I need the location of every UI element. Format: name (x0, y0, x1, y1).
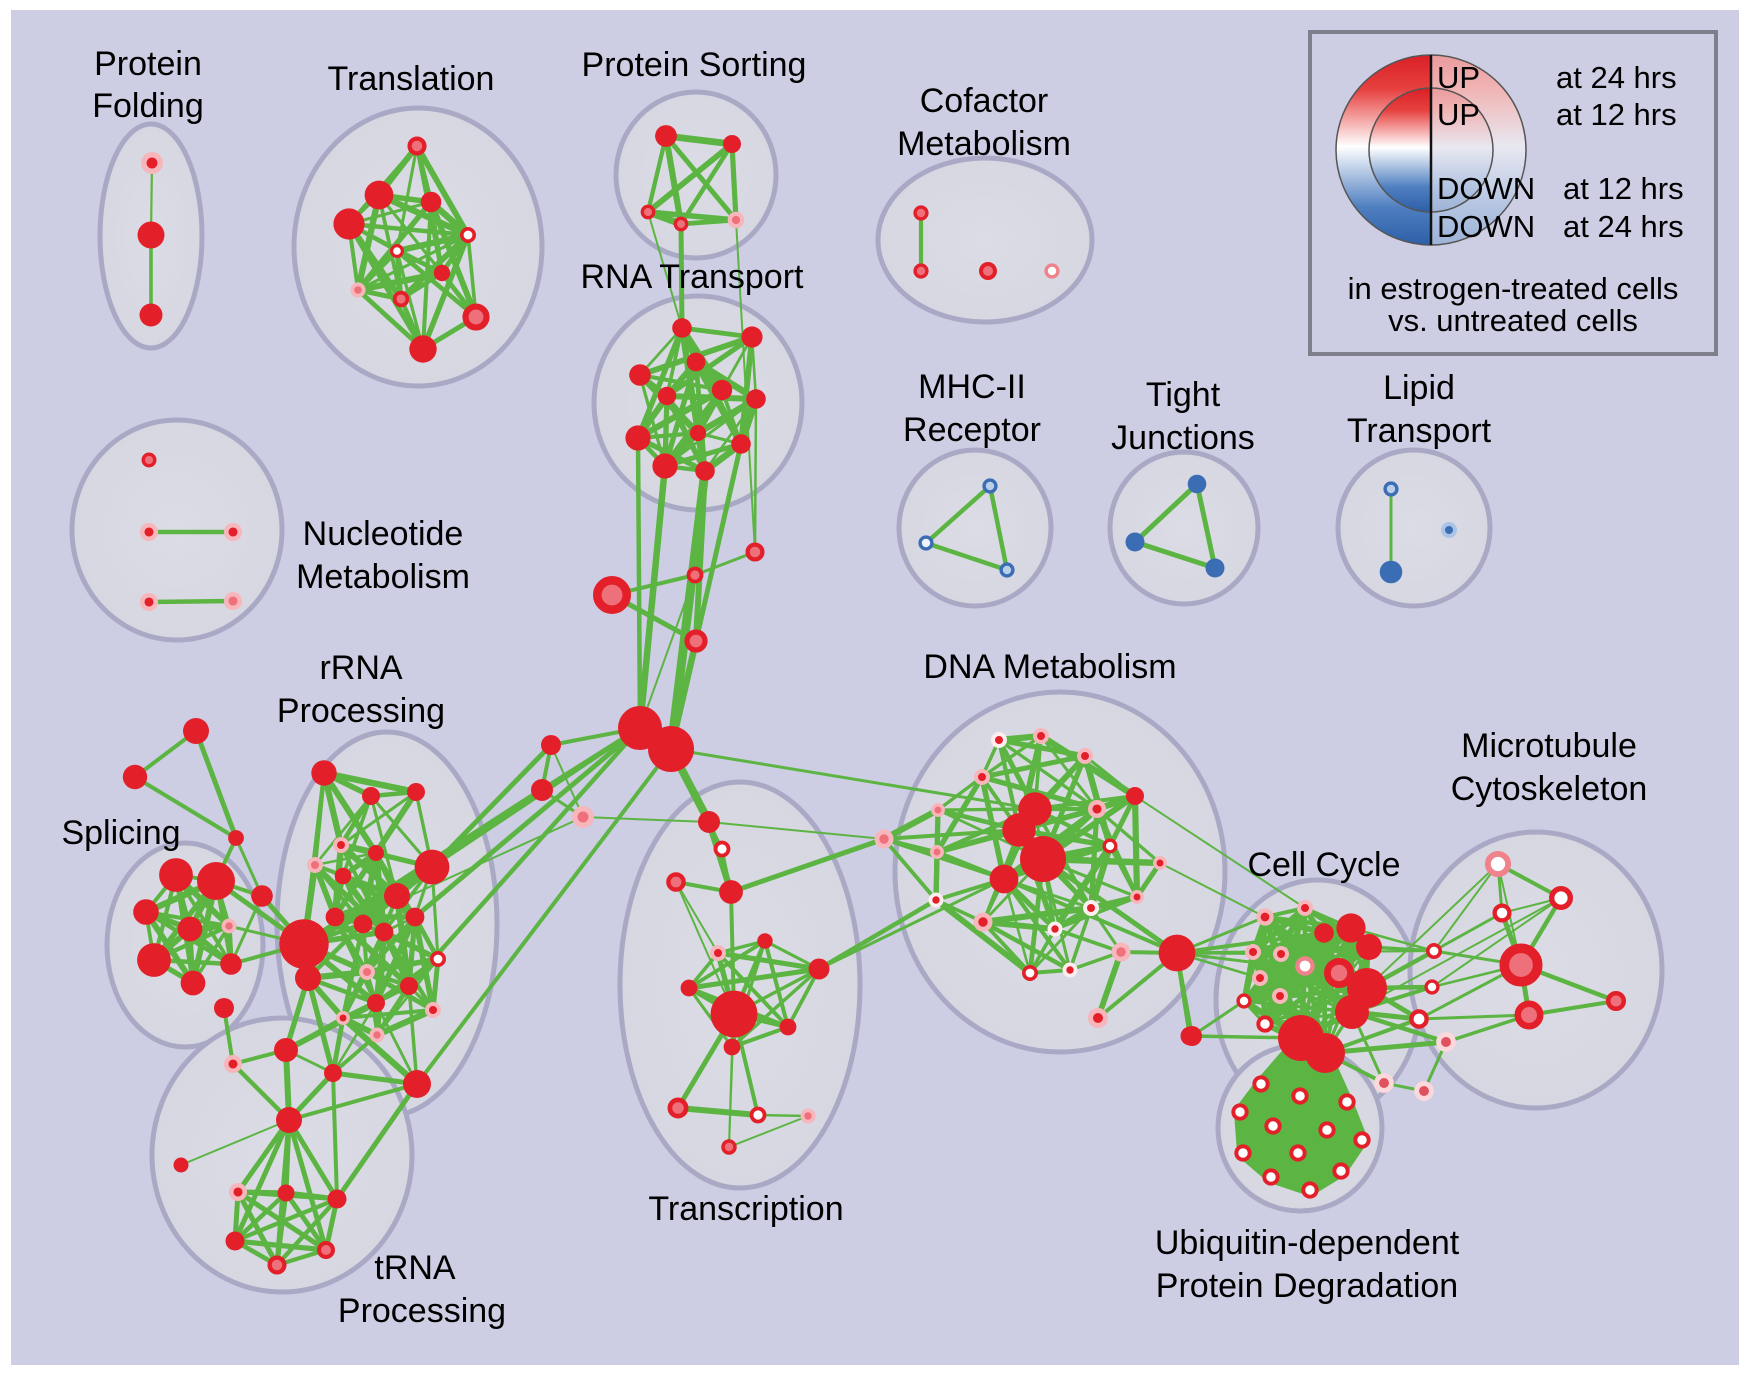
svg-text:Lipid: Lipid (1383, 369, 1455, 407)
svg-text:Protein: Protein (94, 45, 202, 83)
svg-text:tRNA: tRNA (374, 1249, 456, 1287)
svg-text:Cytoskeleton: Cytoskeleton (1451, 770, 1648, 808)
svg-text:at 12 hrs: at 12 hrs (1556, 97, 1677, 132)
svg-text:DOWN: DOWN (1437, 209, 1535, 244)
svg-text:at 12 hrs: at 12 hrs (1563, 171, 1684, 206)
svg-text:UP: UP (1437, 60, 1480, 95)
svg-text:Processing: Processing (277, 692, 445, 730)
svg-text:Nucleotide: Nucleotide (303, 515, 464, 553)
svg-text:at 24 hrs: at 24 hrs (1563, 209, 1684, 244)
svg-text:Junctions: Junctions (1111, 419, 1255, 457)
svg-text:Protein Sorting: Protein Sorting (582, 46, 807, 84)
svg-text:Transport: Transport (1347, 412, 1492, 450)
svg-text:vs. untreated cells: vs. untreated cells (1388, 303, 1638, 338)
svg-text:Transcription: Transcription (648, 1190, 843, 1228)
svg-text:Processing: Processing (338, 1292, 506, 1330)
svg-text:Ubiquitin-dependent: Ubiquitin-dependent (1155, 1224, 1460, 1262)
svg-text:Cofactor: Cofactor (920, 82, 1049, 120)
svg-text:Translation: Translation (328, 60, 495, 98)
svg-text:Protein Degradation: Protein Degradation (1156, 1267, 1458, 1305)
svg-text:Folding: Folding (92, 87, 204, 125)
svg-text:Microtubule: Microtubule (1461, 727, 1637, 765)
svg-text:at 24 hrs: at 24 hrs (1556, 60, 1677, 95)
svg-text:in estrogen-treated cells: in estrogen-treated cells (1348, 271, 1679, 306)
svg-text:DOWN: DOWN (1437, 171, 1535, 206)
svg-text:RNA Transport: RNA Transport (581, 258, 805, 296)
svg-text:Receptor: Receptor (903, 411, 1041, 449)
svg-text:Metabolism: Metabolism (296, 558, 470, 596)
svg-text:MHC-II: MHC-II (918, 368, 1026, 406)
svg-text:Splicing: Splicing (61, 814, 180, 852)
svg-text:Cell Cycle: Cell Cycle (1247, 846, 1400, 884)
svg-text:Metabolism: Metabolism (897, 125, 1071, 163)
svg-text:UP: UP (1437, 97, 1480, 132)
svg-text:DNA Metabolism: DNA Metabolism (923, 648, 1176, 686)
svg-text:Tight: Tight (1146, 376, 1221, 414)
svg-text:rRNA: rRNA (319, 649, 402, 687)
